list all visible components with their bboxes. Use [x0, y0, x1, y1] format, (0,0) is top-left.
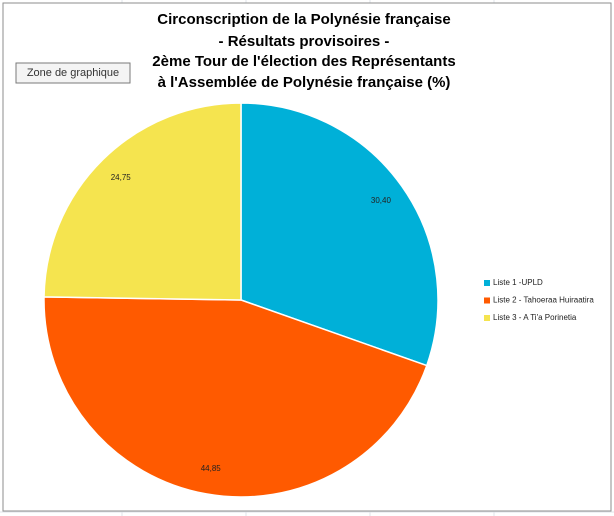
- pie-slice: [43, 102, 242, 301]
- pie-slice: [240, 102, 439, 367]
- data-label: 44,85: [201, 464, 222, 473]
- legend: Liste 1 -UPLD Liste 2 - Tahoeraa Huiraati…: [484, 278, 594, 322]
- title-line: Circonscription de la Polynésie français…: [157, 11, 450, 28]
- pie-slice: [43, 296, 428, 498]
- pie: 30,40 44,85 24,75: [43, 102, 439, 498]
- data-label: 30,40: [371, 196, 392, 205]
- title-line: à l'Assemblée de Polynésie française (%): [158, 74, 451, 91]
- legend-swatch: [484, 297, 490, 304]
- tooltip: Zone de graphique: [27, 67, 119, 79]
- data-label: 24,75: [111, 173, 132, 182]
- legend-swatch: [484, 315, 490, 321]
- chart-title: Circonscription de la Polynésie français…: [152, 11, 455, 91]
- legend-swatch: [484, 280, 490, 286]
- legend-box: [478, 270, 604, 326]
- tooltip-box: [15, 62, 131, 84]
- title-line: 2ème Tour de l'élection des Représentant…: [152, 53, 455, 70]
- legend-label: Liste 3 - A Ti'a Porinetia: [493, 313, 577, 322]
- title-line: - Résultats provisoires -: [219, 33, 390, 50]
- legend-label: Liste 2 - Tahoeraa Huiraatira: [493, 296, 594, 305]
- legend-label: Liste 1 -UPLD: [493, 278, 543, 287]
